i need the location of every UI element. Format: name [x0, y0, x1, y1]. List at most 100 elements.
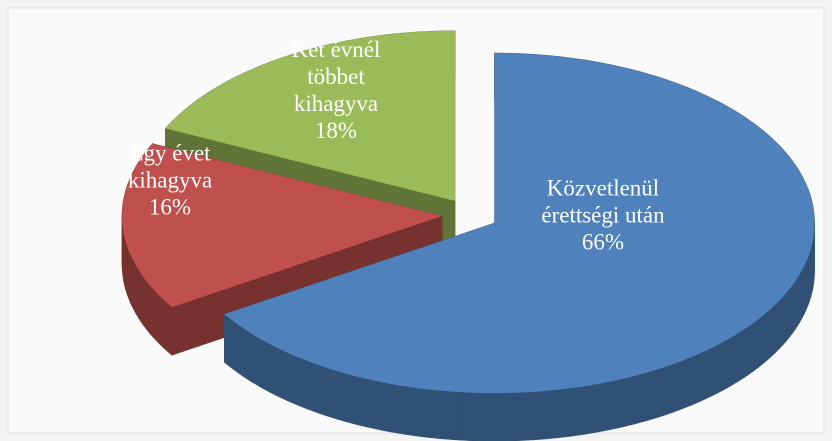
- slice-side: [484, 392, 493, 441]
- slice-side: [159, 295, 165, 349]
- slice-side: [733, 332, 740, 385]
- slice-side: [785, 288, 790, 343]
- slice-side: [500, 392, 509, 441]
- slice-side: [631, 374, 640, 426]
- slice-side: [679, 358, 687, 411]
- slice-side: [237, 324, 244, 377]
- slice-side: [774, 300, 780, 354]
- slice: [224, 53, 815, 394]
- slice: [122, 143, 443, 308]
- slice-side: [149, 284, 154, 338]
- slice-side: [492, 392, 501, 441]
- slice-side: [312, 362, 320, 414]
- slice-side: [540, 390, 549, 440]
- slice-side: [716, 341, 723, 394]
- slice-side: [228, 317, 234, 370]
- slice-side: [452, 391, 461, 441]
- slice-side: [353, 375, 362, 426]
- slice-side: [748, 322, 754, 375]
- slice-side: [710, 344, 718, 397]
- slice-side: [163, 299, 169, 353]
- slice-side: [791, 280, 796, 335]
- slice-side: [638, 372, 647, 424]
- slice-side: [413, 387, 422, 437]
- slice-side: [138, 268, 142, 323]
- slice-side: [133, 261, 137, 314]
- slice-side: [757, 315, 763, 369]
- slice-side: [367, 378, 376, 430]
- slice: [165, 30, 455, 201]
- slice-side: [224, 313, 230, 367]
- slice-side: [666, 363, 674, 415]
- category-name: Két évnél többet kihagyva: [291, 37, 381, 116]
- slice-side: [140, 272, 144, 327]
- slice-side: [548, 389, 557, 440]
- slice-side: [269, 343, 276, 396]
- slice-side: [274, 346, 282, 399]
- slice-label: Közvetlenül érettségi után 66%: [541, 175, 664, 256]
- slice-side: [652, 368, 661, 420]
- slice-side: [332, 369, 340, 421]
- slice-side: [698, 350, 706, 403]
- slice-side: [563, 387, 573, 438]
- slice-side: [346, 373, 355, 425]
- slice-side: [167, 302, 173, 356]
- slice-side: [436, 389, 446, 440]
- slice-side: [143, 276, 147, 331]
- value-label: 16%: [148, 194, 192, 220]
- slice-side: [766, 308, 772, 361]
- slice-side: [286, 352, 294, 404]
- slice-side: [624, 376, 633, 427]
- slice-side: [405, 386, 414, 436]
- slice-side: [673, 361, 681, 413]
- slice-side: [794, 276, 798, 331]
- slice-side: [292, 354, 300, 407]
- slice-side: [258, 337, 265, 390]
- slice-side: [156, 291, 161, 346]
- slice-side: [428, 389, 438, 439]
- slice-label: Egy évet kihagyva 16%: [128, 140, 212, 221]
- slice-side: [247, 330, 254, 384]
- category-name: Egy évet kihagyva: [127, 140, 213, 193]
- slice-side: [778, 296, 783, 350]
- slice-side: [616, 378, 625, 429]
- slice-side: [571, 386, 580, 437]
- value-label: 66%: [581, 229, 625, 255]
- slice-side: [382, 382, 391, 433]
- slice-side: [232, 320, 239, 374]
- slice-side: [594, 382, 603, 433]
- slice-side: [421, 388, 430, 438]
- slice-side: [524, 391, 533, 441]
- slice-side: [692, 353, 700, 405]
- slice-side: [360, 377, 369, 428]
- slice-side: [738, 329, 745, 382]
- slice-side: [645, 370, 654, 422]
- slice-side: [788, 284, 793, 339]
- slice-side: [263, 340, 270, 393]
- slice-side: [305, 359, 313, 412]
- slice-side: [299, 357, 307, 409]
- slice-side: [390, 383, 399, 434]
- slice-side: [686, 356, 694, 408]
- slice-side: [704, 347, 712, 400]
- slice-side: [743, 325, 750, 379]
- slice-side: [762, 311, 768, 365]
- slice-side: [609, 379, 618, 431]
- slice-side: [782, 292, 787, 347]
- slice-side: [799, 268, 803, 323]
- slice-side: [727, 335, 734, 388]
- slice-side: [801, 265, 805, 318]
- slice-side: [131, 257, 135, 310]
- slice-side: [555, 388, 565, 439]
- slice-side: [280, 349, 288, 401]
- slice-side: [532, 391, 541, 441]
- slice-side: [444, 390, 454, 440]
- slice-side: [659, 365, 668, 418]
- slice-side: [516, 392, 525, 441]
- slice-side: [325, 367, 333, 419]
- slice-side: [152, 288, 157, 342]
- slice-side: [252, 334, 259, 387]
- slice-side: [579, 385, 588, 436]
